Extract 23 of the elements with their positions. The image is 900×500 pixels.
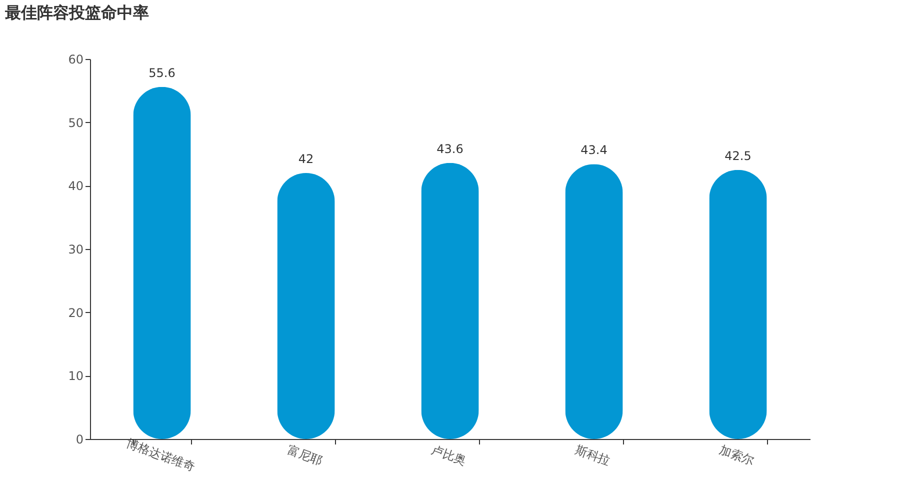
y-tick-label: 20 [68,306,84,320]
data-label: 55.6 [148,66,176,80]
y-tick-label: 0 [76,432,84,446]
data-label: 42 [298,152,314,166]
chart-title: 最佳阵容投篮命中率 [4,3,149,22]
x-tick-label: 加索尔 [717,442,756,468]
y-tick-label: 50 [68,116,84,130]
bar [565,164,623,439]
x-tick-label: 博格达诺维奇 [124,436,198,474]
data-label: 43.4 [580,143,608,158]
x-tick-label: 斯科拉 [573,442,612,468]
bar [709,170,767,439]
y-tick-label: 10 [68,369,84,384]
y-tick-label: 60 [68,52,84,66]
data-label: 42.5 [724,148,752,163]
y-tick-label: 30 [68,242,84,256]
bar [133,86,191,439]
bar [277,173,335,439]
y-tick-label: 40 [68,179,84,194]
x-tick-label: 卢比奥 [429,442,468,468]
data-label: 43.6 [436,142,464,156]
x-tick-label: 富尼耶 [285,442,324,468]
bar [421,162,479,439]
